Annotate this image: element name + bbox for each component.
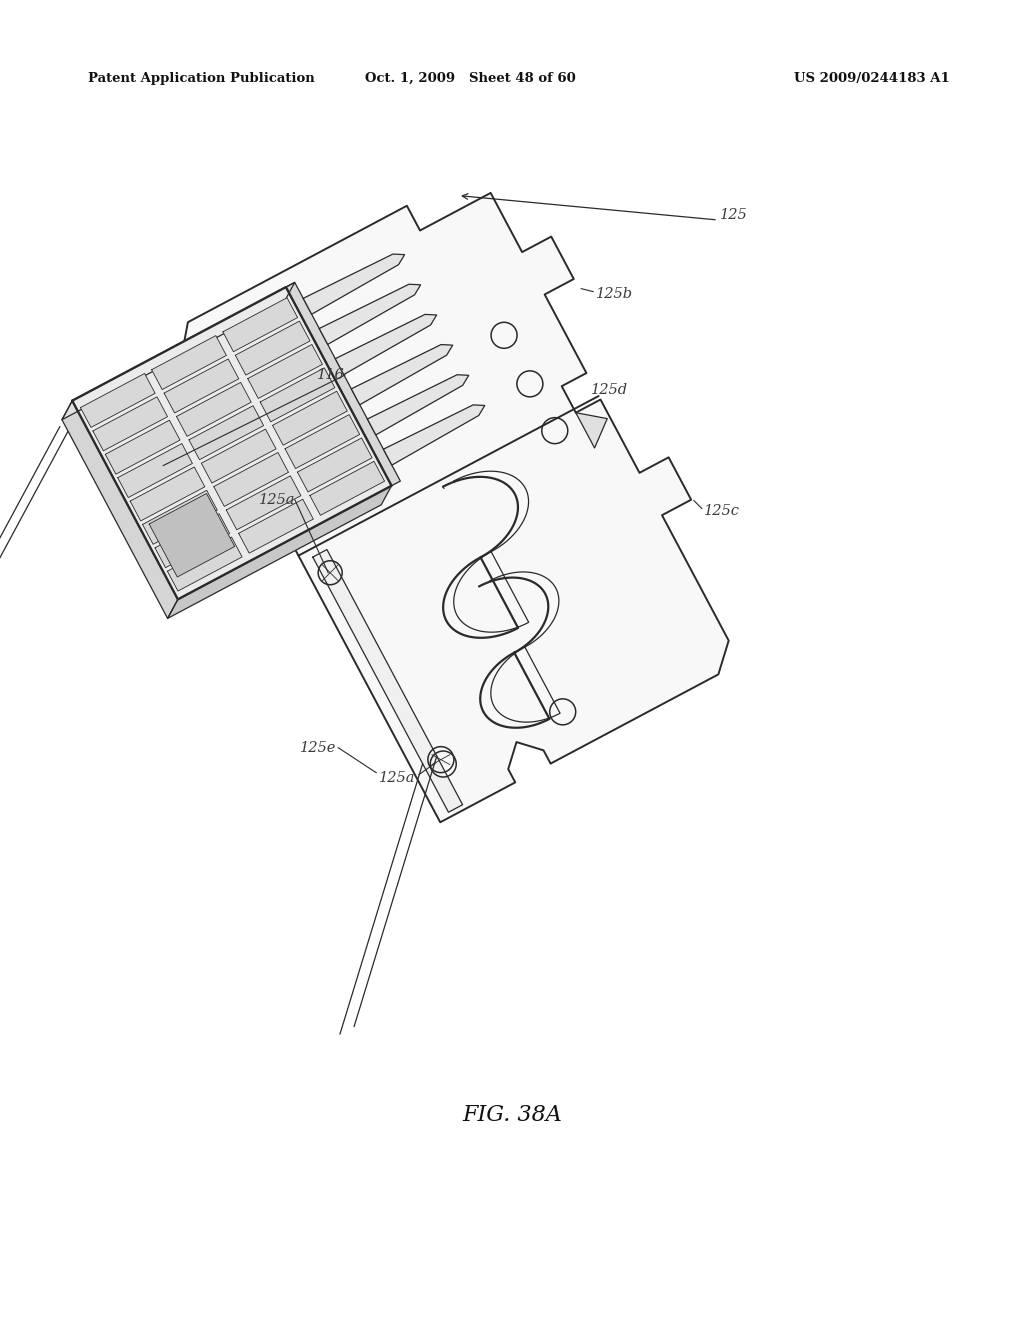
Polygon shape [152, 335, 226, 389]
Polygon shape [73, 286, 391, 599]
Text: FIG. 38A: FIG. 38A [462, 1104, 562, 1126]
Polygon shape [335, 314, 436, 375]
Polygon shape [319, 284, 421, 345]
Polygon shape [176, 383, 251, 437]
Polygon shape [310, 462, 385, 515]
Polygon shape [214, 453, 289, 507]
Polygon shape [184, 193, 729, 822]
Polygon shape [303, 253, 404, 314]
Polygon shape [150, 494, 234, 577]
Polygon shape [81, 374, 155, 428]
Polygon shape [260, 368, 335, 422]
Polygon shape [312, 549, 463, 812]
Polygon shape [226, 475, 301, 529]
Text: 125b: 125b [596, 286, 633, 301]
Text: 116: 116 [317, 368, 345, 381]
Text: 125c: 125c [703, 503, 740, 517]
Text: 125: 125 [720, 209, 748, 222]
Polygon shape [62, 282, 295, 420]
Polygon shape [167, 537, 242, 591]
Polygon shape [351, 345, 453, 405]
Polygon shape [118, 444, 193, 498]
Polygon shape [575, 413, 607, 447]
Text: Patent Application Publication: Patent Application Publication [88, 73, 314, 84]
Polygon shape [168, 486, 391, 618]
Polygon shape [248, 345, 323, 399]
Polygon shape [236, 321, 310, 375]
Text: 125d: 125d [591, 383, 629, 397]
Polygon shape [142, 490, 217, 544]
Text: 125e: 125e [300, 741, 336, 755]
Text: US 2009/0244183 A1: US 2009/0244183 A1 [795, 73, 950, 84]
Polygon shape [105, 420, 180, 474]
Polygon shape [383, 405, 484, 465]
Polygon shape [272, 391, 347, 445]
Polygon shape [155, 513, 229, 568]
Polygon shape [93, 397, 168, 451]
Text: Oct. 1, 2009   Sheet 48 of 60: Oct. 1, 2009 Sheet 48 of 60 [365, 73, 575, 84]
Polygon shape [368, 375, 469, 434]
Polygon shape [239, 499, 313, 553]
Polygon shape [286, 282, 400, 486]
Polygon shape [164, 359, 239, 413]
Polygon shape [297, 438, 372, 492]
Polygon shape [188, 405, 263, 459]
Text: 125a: 125a [379, 771, 416, 784]
Text: 125a: 125a [258, 492, 295, 507]
Polygon shape [62, 401, 178, 618]
Polygon shape [202, 429, 276, 483]
Polygon shape [223, 298, 298, 351]
Polygon shape [285, 414, 359, 469]
Polygon shape [130, 467, 205, 521]
